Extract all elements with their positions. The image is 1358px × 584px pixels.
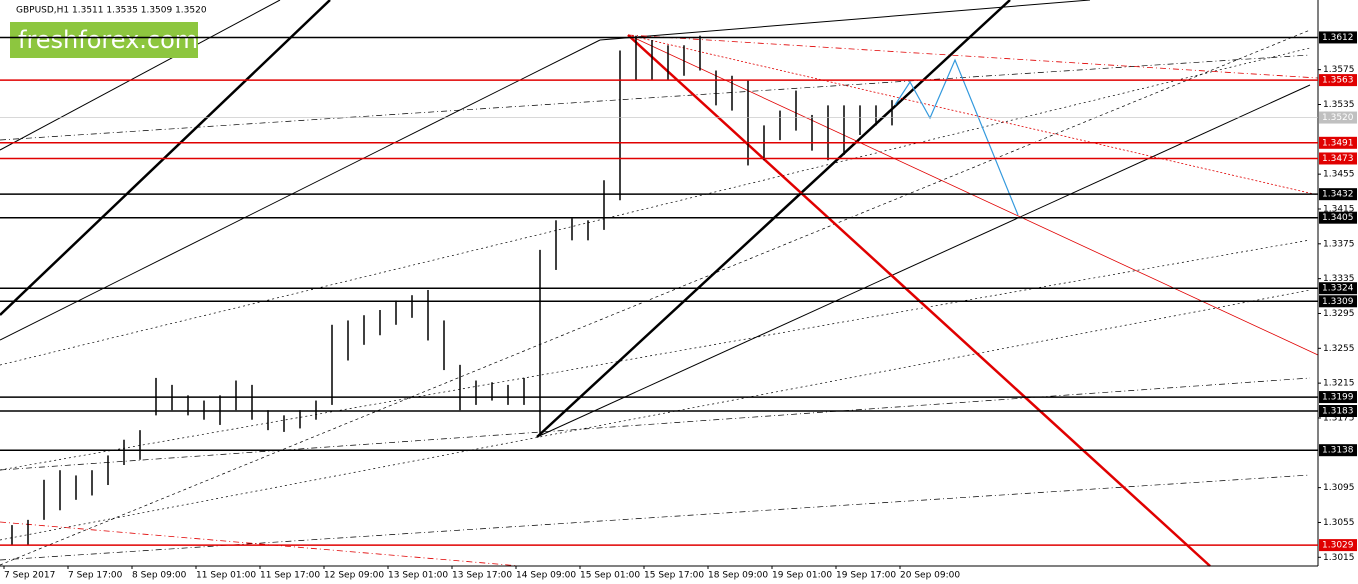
x-tick-label: 15 Sep 01:00 <box>580 571 640 581</box>
x-tick-label: 19 Sep 01:00 <box>772 571 832 581</box>
level-label: 1.3520 <box>1322 113 1354 123</box>
y-tick-label: 1.3575 <box>1323 65 1355 75</box>
y-tick-label: 1.3455 <box>1323 170 1355 180</box>
level-label: 1.3405 <box>1322 213 1354 223</box>
y-tick-label: 1.3375 <box>1323 239 1355 249</box>
level-label-box <box>1319 74 1357 87</box>
y-tick-label: 1.3215 <box>1323 379 1355 389</box>
level-label-box <box>1319 405 1357 418</box>
logo-text: freshforex.com <box>18 26 198 54</box>
y-tick-label: 1.3015 <box>1323 553 1355 563</box>
chart-title: GBPUSD,H1 1.3511 1.3535 1.3509 1.3520 <box>16 6 207 16</box>
level-label: 1.3199 <box>1322 393 1354 403</box>
level-label-box <box>1319 136 1357 149</box>
x-tick-label: 7 Sep 17:00 <box>68 571 123 581</box>
x-tick-label: 14 Sep 09:00 <box>516 571 576 581</box>
level-label-box <box>1319 111 1357 124</box>
level-label: 1.3473 <box>1322 154 1354 164</box>
x-tick-label: 13 Sep 01:00 <box>388 571 448 581</box>
logo: freshforex.com <box>10 22 198 58</box>
level-label: 1.3183 <box>1322 407 1354 417</box>
y-tick-label: 1.3255 <box>1323 344 1355 354</box>
level-label: 1.3612 <box>1322 33 1354 43</box>
y-tick-label: 1.3175 <box>1323 413 1355 423</box>
x-tick-label: 13 Sep 17:00 <box>452 571 512 581</box>
x-tick-label: 8 Sep 09:00 <box>132 571 187 581</box>
x-tick-label: 11 Sep 17:00 <box>260 571 320 581</box>
level-label: 1.3138 <box>1322 446 1354 456</box>
level-label-box <box>1319 211 1357 224</box>
x-tick-label: 11 Sep 01:00 <box>196 571 256 581</box>
x-tick-label: 12 Sep 09:00 <box>324 571 384 581</box>
level-label-box <box>1319 188 1357 201</box>
y-tick-label: 1.3535 <box>1323 100 1355 110</box>
x-tick-label: 7 Sep 2017 <box>4 571 55 581</box>
level-label: 1.3491 <box>1322 138 1354 148</box>
level-label: 1.3563 <box>1322 76 1354 86</box>
level-label-box <box>1319 282 1357 295</box>
level-label-box <box>1319 539 1357 552</box>
level-label-box <box>1319 31 1357 44</box>
level-label-box <box>1319 444 1357 457</box>
y-tick-label: 1.3095 <box>1323 483 1355 493</box>
level-label: 1.3029 <box>1322 541 1354 551</box>
trend-lines <box>0 0 1319 567</box>
level-label-box <box>1319 295 1357 308</box>
y-tick-label: 1.3335 <box>1323 274 1355 284</box>
level-label: 1.3324 <box>1322 284 1354 294</box>
level-label: 1.3432 <box>1322 190 1354 200</box>
y-tick-label: 1.3295 <box>1323 309 1355 319</box>
level-label: 1.3309 <box>1322 297 1354 307</box>
y-tick-label: 1.3415 <box>1323 204 1355 214</box>
x-tick-label: 15 Sep 17:00 <box>644 571 704 581</box>
x-tick-label: 19 Sep 17:00 <box>836 571 896 581</box>
x-tick-label: 20 Sep 09:00 <box>900 571 960 581</box>
x-tick-label: 18 Sep 09:00 <box>708 571 768 581</box>
level-label-box <box>1319 152 1357 165</box>
level-label-box <box>1319 391 1357 404</box>
y-tick-label: 1.3055 <box>1323 518 1355 528</box>
